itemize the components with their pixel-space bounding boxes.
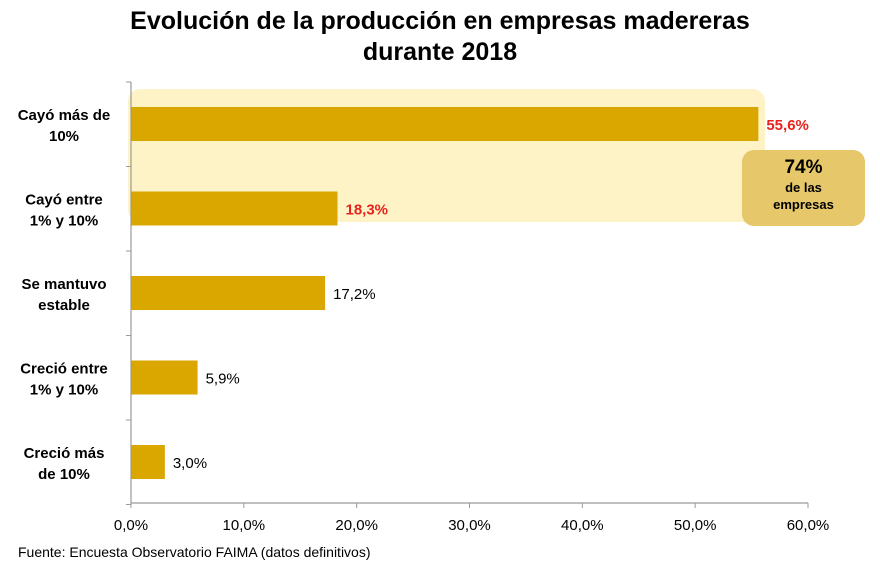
category-label-1-0: Cayó entre <box>25 192 103 209</box>
chart-title-line-2: durante 2018 <box>362 38 518 66</box>
source-note: Fuente: Encuesta Observatorio FAIMA (dat… <box>18 544 371 560</box>
callout-line-2: empresas <box>773 197 834 212</box>
category-label-4-1: de 10% <box>38 466 90 483</box>
data-label-1: 18,3% <box>345 202 388 219</box>
category-label-3-1: 1% y 10% <box>30 382 98 399</box>
category-label-0-0: Cayó más de <box>18 107 111 124</box>
summary-callout: 74% de las empresas <box>742 150 865 226</box>
bar-1 <box>131 191 338 226</box>
x-tick-label-6: 60,0% <box>787 517 830 534</box>
x-tick-label-3: 30,0% <box>448 517 491 534</box>
callout-line-1: de las <box>785 180 822 195</box>
category-label-4-0: Creció más <box>24 445 105 462</box>
bar-4 <box>131 445 165 479</box>
x-tick-label-2: 20,0% <box>335 517 378 534</box>
data-label-2: 17,2% <box>333 286 376 303</box>
callout-value: 74% <box>784 157 823 178</box>
data-label-0: 55,6% <box>766 117 809 134</box>
category-label-0-1: 10% <box>49 128 79 145</box>
bar-0 <box>131 107 759 141</box>
chart-title-line-1: Evolución de la producción en empresas m… <box>130 7 750 35</box>
x-tick-label-5: 50,0% <box>674 517 717 534</box>
data-label-4: 3,0% <box>173 455 207 472</box>
category-label-3-0: Creció entre <box>20 361 108 378</box>
category-label-2-0: Se mantuvo <box>21 276 106 293</box>
bar-3 <box>131 360 198 395</box>
x-tick-label-4: 40,0% <box>561 517 604 534</box>
x-tick-label-0: 0,0% <box>114 517 148 534</box>
category-label-2-1: estable <box>38 297 90 314</box>
data-label-3: 5,9% <box>206 371 240 388</box>
bar-2 <box>131 276 326 310</box>
x-tick-label-1: 10,0% <box>223 517 266 534</box>
chart-title: Evolución de la producción en empresas m… <box>0 6 880 68</box>
category-label-1-1: 1% y 10% <box>30 213 98 230</box>
